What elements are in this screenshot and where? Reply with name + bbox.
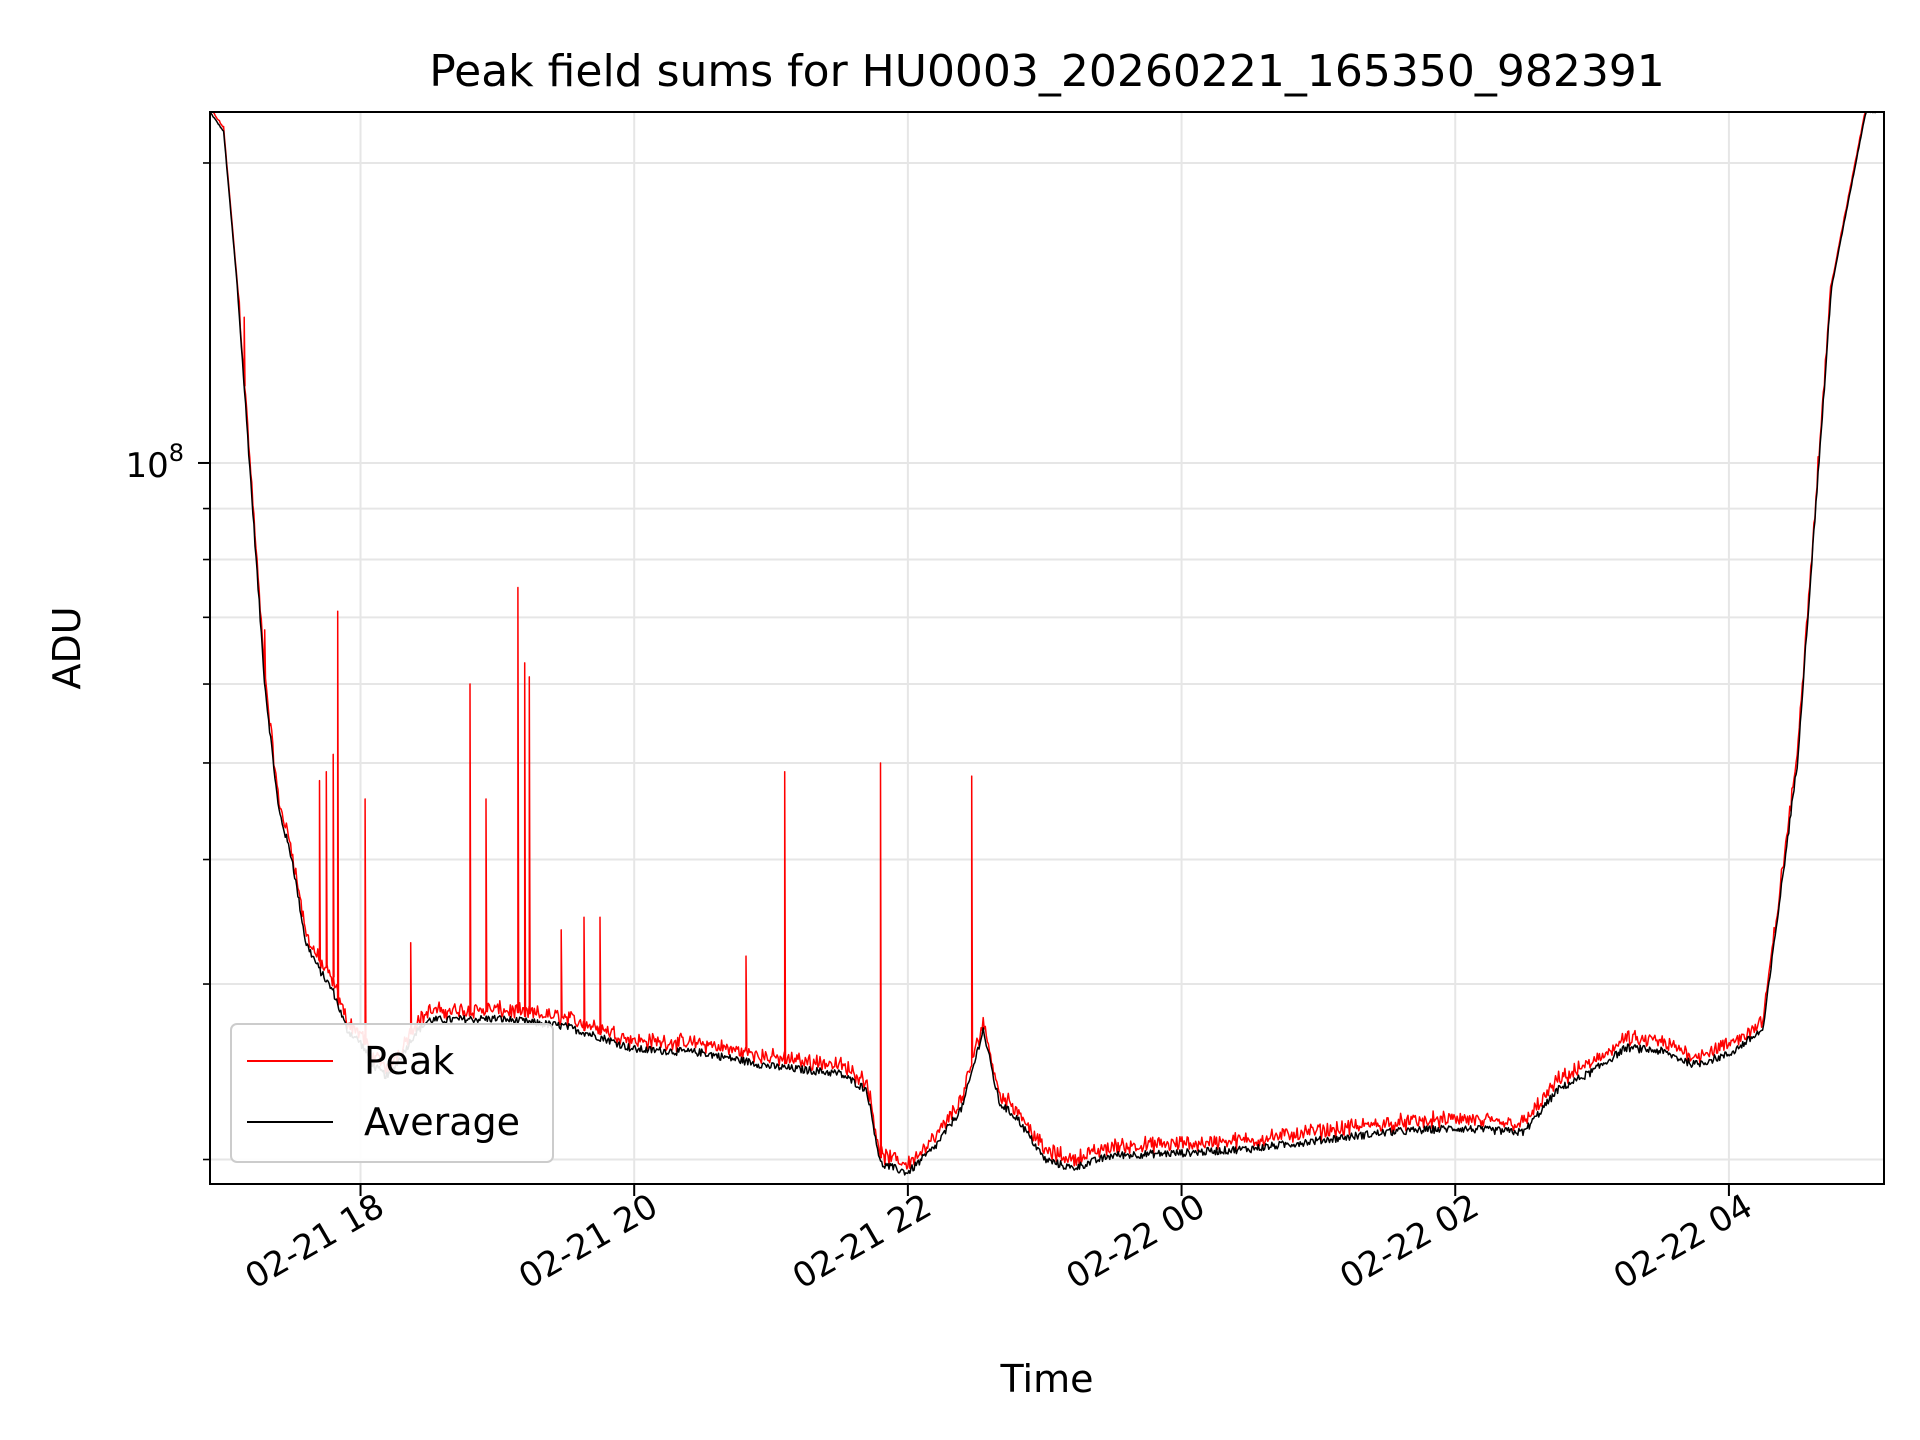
x-axis-label: Time — [1000, 1357, 1094, 1401]
grid — [210, 112, 1884, 1184]
legend-box — [230, 1023, 554, 1163]
series-line-average — [209, 111, 1885, 1176]
y-tick-label-exponent: 8 — [169, 439, 184, 467]
y-tick-label-base: 10 — [125, 446, 168, 486]
plot-frame — [209, 111, 1885, 1185]
legend: Peak Average — [230, 1023, 554, 1163]
legend-label-average: Average — [364, 1100, 520, 1144]
y-axis-label: ADU — [45, 606, 89, 689]
series-line-peak — [210, 111, 1884, 1170]
legend-label-peak: Peak — [364, 1039, 454, 1083]
series-layer — [209, 111, 1885, 1176]
chart-title: Peak field sums for HU0003_20260221_1653… — [429, 46, 1665, 97]
y-tick-label: 108 — [125, 439, 184, 486]
